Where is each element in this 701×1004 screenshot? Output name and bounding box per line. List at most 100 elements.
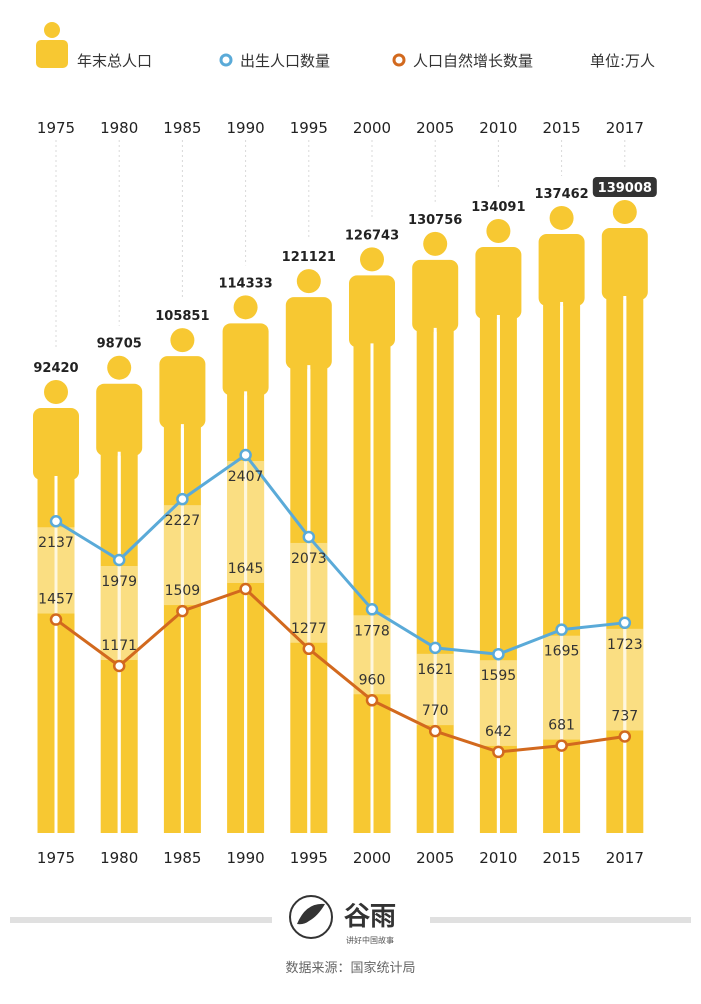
total-value-label: 137462 xyxy=(534,187,588,202)
top-year-label: 2005 xyxy=(416,119,454,137)
brand-logo-icon xyxy=(289,895,333,939)
figure-leg-gap xyxy=(496,314,500,834)
births-value-label: 2407 xyxy=(228,469,264,485)
figure-head xyxy=(107,355,132,380)
figure-leg-gap xyxy=(180,424,184,833)
bottom-year-label: 1985 xyxy=(163,849,201,867)
figure-head xyxy=(423,231,448,256)
figure-leg-gap xyxy=(54,476,58,833)
top-year-label: 1985 xyxy=(163,119,201,137)
population-figures xyxy=(33,200,648,834)
figure-leg-left xyxy=(37,428,55,833)
increase-point xyxy=(302,642,316,656)
births-point xyxy=(618,616,632,630)
person-figure xyxy=(538,205,585,833)
births-point xyxy=(302,530,316,544)
top-year-label: 2017 xyxy=(606,119,644,137)
births-value-label: 1595 xyxy=(481,668,517,684)
bottom-year-label: 1975 xyxy=(37,849,75,867)
births-series: 2137 1979 2227 2407 2073 1778 1621 1595 1695 1723 xyxy=(38,448,643,684)
births-value-label: 1695 xyxy=(544,644,580,660)
increase-value-label: 1509 xyxy=(165,583,201,599)
figure-band xyxy=(416,653,454,726)
total-value-label: 126743 xyxy=(345,228,399,243)
bottom-year-label: 2000 xyxy=(353,849,391,867)
bottom-year-labels: 1975 1980 1985 1990 1995 2000 2005 2010 2015 2017 xyxy=(37,849,644,867)
figure-leg-right xyxy=(373,295,391,834)
increase-value-label: 681 xyxy=(548,718,575,734)
figure-leg-gap xyxy=(244,391,248,833)
figure-band xyxy=(163,505,201,606)
figure-head xyxy=(612,200,637,224)
figure-band xyxy=(100,566,138,660)
births-point xyxy=(365,603,379,616)
increase-series: 1457 1171 1509 1645 1277 960 770 642 681 737 xyxy=(38,561,638,759)
births-value-label: 1723 xyxy=(607,637,643,653)
figure-band xyxy=(227,461,265,583)
top-year-label: 2000 xyxy=(353,119,391,137)
figure-leg-gap xyxy=(370,343,374,833)
total-value-label: 139008 xyxy=(598,181,652,196)
total-population-labels: 92420 98705 105851 114333 121121 126743 130756… xyxy=(33,177,657,376)
births-value-label: 1778 xyxy=(354,623,390,639)
increase-point xyxy=(239,582,252,596)
increase-point xyxy=(176,604,189,618)
legend-births-label: 出生人口数量 xyxy=(240,52,330,70)
bottom-year-label: 2015 xyxy=(543,849,581,867)
legend-unit-label: 单位:万人 xyxy=(590,52,655,70)
person-figure xyxy=(222,295,269,833)
legend-increase-label: 人口自然增长数量 xyxy=(413,52,533,70)
legend: 年末总人口 出生人口数量 人口自然增长数量 单位:万人 xyxy=(36,22,655,70)
figure-band xyxy=(543,635,581,740)
increase-value-label: 770 xyxy=(422,703,449,719)
births-line xyxy=(55,453,625,656)
figure-leg-gap xyxy=(560,301,564,833)
total-value-label: 121121 xyxy=(282,250,336,265)
figure-head xyxy=(233,295,258,320)
figure-head xyxy=(360,247,384,272)
figure-band xyxy=(479,660,517,746)
increase-line xyxy=(55,587,626,754)
bottom-year-label: 1980 xyxy=(100,849,138,867)
increase-value-label: 960 xyxy=(359,672,386,688)
figure-band xyxy=(606,628,644,731)
increase-value-label: 1171 xyxy=(101,638,137,654)
data-source: 数据来源：国家统计局 xyxy=(285,961,416,976)
total-value-label: 98705 xyxy=(97,337,142,352)
figure-head xyxy=(549,205,574,230)
figure-band xyxy=(290,542,328,643)
increase-point xyxy=(49,613,63,626)
figure-band xyxy=(353,615,391,695)
figure-leg-left xyxy=(416,279,434,833)
births-value-label: 2227 xyxy=(165,513,201,529)
bottom-year-label: 2010 xyxy=(479,849,517,867)
top-year-label: 1980 xyxy=(100,119,138,137)
bottom-year-label: 2005 xyxy=(416,849,454,867)
total-value-label: 105851 xyxy=(155,309,209,324)
person-figure xyxy=(33,380,79,833)
increase-point xyxy=(492,745,505,759)
figure-band xyxy=(37,527,75,614)
total-value-label: 134091 xyxy=(471,200,525,215)
births-point xyxy=(239,448,252,462)
figure-head xyxy=(486,218,511,243)
person-figure xyxy=(475,218,522,834)
total-value-label: 130756 xyxy=(408,213,462,228)
births-value-label: 2137 xyxy=(38,535,74,551)
figure-leg-left xyxy=(353,295,371,834)
increase-marker-icon xyxy=(392,53,406,67)
person-figure xyxy=(159,328,206,833)
person-figure xyxy=(96,355,143,833)
top-year-labels: 1975 1980 1985 1990 1995 2000 2005 2010 2015 2017 xyxy=(37,119,644,137)
births-value-label: 2073 xyxy=(291,551,327,567)
brand-name: 谷雨 xyxy=(344,902,396,932)
person-figure xyxy=(349,247,395,834)
figure-leg-gap xyxy=(623,296,627,833)
births-point xyxy=(176,492,189,506)
top-year-label: 1975 xyxy=(37,119,75,137)
top-year-label: 1995 xyxy=(290,119,328,137)
increase-value-label: 642 xyxy=(485,724,512,740)
footer: 谷雨 讲好中国故事 xyxy=(10,895,691,945)
